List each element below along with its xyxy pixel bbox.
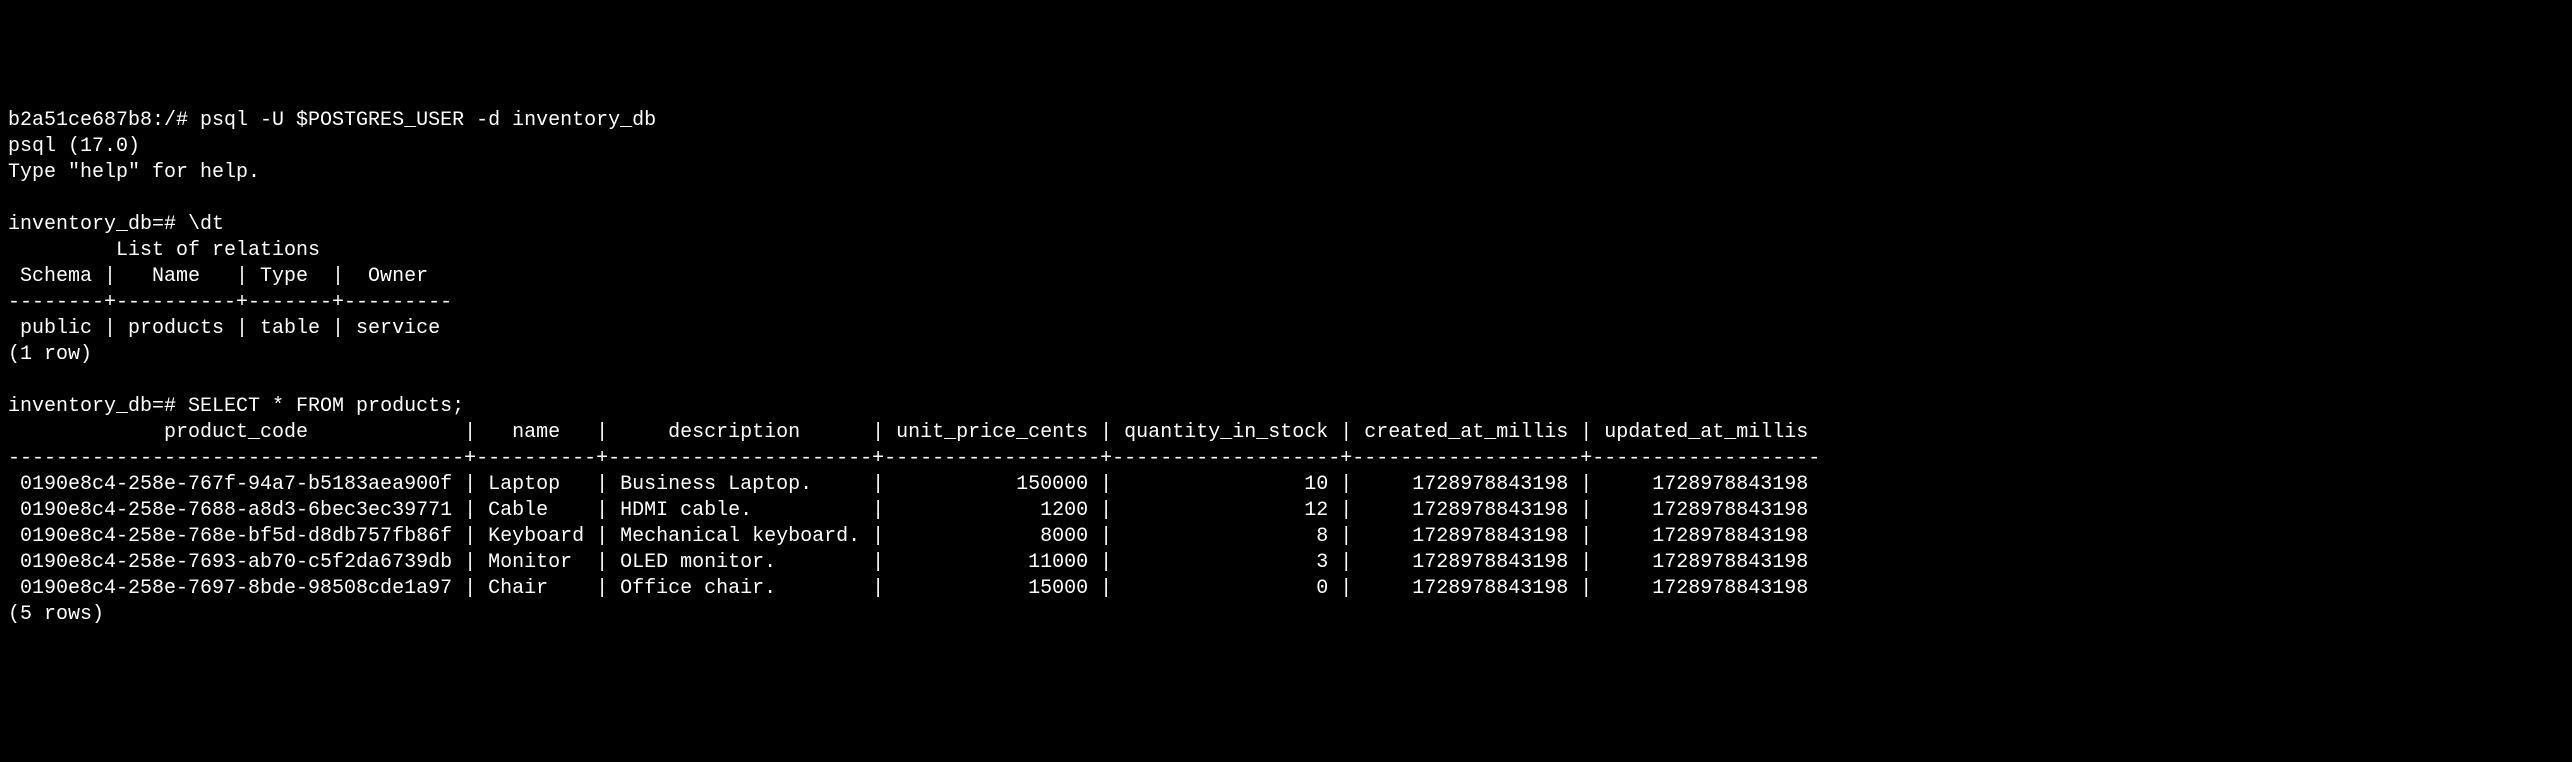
products-row: 0190e8c4-258e-7688-a8d3-6bec3ec39771 | C…	[8, 499, 1808, 522]
shell-command: psql -U $POSTGRES_USER -d inventory_db	[200, 109, 656, 132]
psql-prompt: inventory_db=#	[8, 395, 188, 418]
psql-prompt: inventory_db=#	[8, 213, 188, 236]
products-row: 0190e8c4-258e-768e-bf5d-d8db757fb86f | K…	[8, 525, 1808, 548]
products-count: (5 rows)	[8, 603, 104, 626]
relations-title: List of relations	[8, 239, 320, 262]
psql-command-dt: \dt	[188, 213, 224, 236]
shell-prompt: b2a51ce687b8:/#	[8, 109, 200, 132]
products-row: 0190e8c4-258e-7697-8bde-98508cde1a97 | C…	[8, 577, 1808, 600]
relations-header: Schema | Name | Type | Owner	[8, 265, 452, 288]
relations-count: (1 row)	[8, 343, 92, 366]
psql-command-select: SELECT * FROM products;	[188, 395, 464, 418]
psql-help-hint: Type "help" for help.	[8, 161, 260, 184]
relations-divider: --------+----------+-------+---------	[8, 291, 452, 314]
terminal-output: b2a51ce687b8:/# psql -U $POSTGRES_USER -…	[8, 108, 2564, 628]
psql-version-line: psql (17.0)	[8, 135, 140, 158]
products-row: 0190e8c4-258e-767f-94a7-b5183aea900f | L…	[8, 473, 1808, 496]
products-header: product_code | name | description | unit…	[8, 421, 1820, 444]
products-row: 0190e8c4-258e-7693-ab70-c5f2da6739db | M…	[8, 551, 1808, 574]
products-divider: --------------------------------------+-…	[8, 447, 1820, 470]
relations-row: public | products | table | service	[8, 317, 440, 340]
